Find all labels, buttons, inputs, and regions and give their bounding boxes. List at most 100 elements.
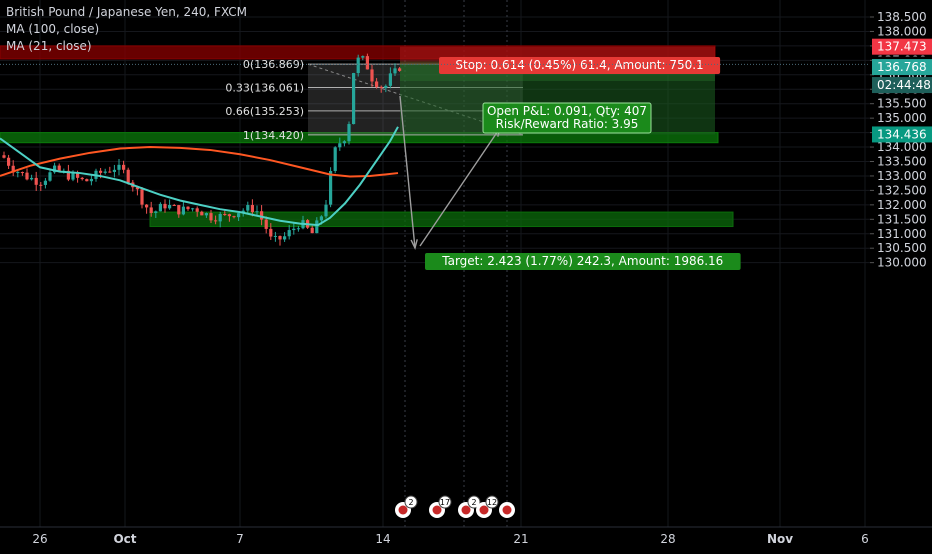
candle[interactable]	[195, 208, 199, 212]
candle[interactable]	[338, 143, 342, 148]
candle[interactable]	[388, 73, 392, 86]
candle[interactable]	[375, 81, 379, 87]
candle[interactable]	[168, 205, 172, 209]
candle[interactable]	[108, 171, 112, 173]
bar-countdown-badge[interactable]: 02:44:48	[872, 77, 932, 94]
candle[interactable]	[126, 169, 130, 183]
economic-event-marker[interactable]: 12	[476, 495, 499, 518]
candle[interactable]	[227, 214, 231, 217]
candle[interactable]	[2, 155, 6, 158]
candle[interactable]	[76, 173, 80, 178]
ma21-legend[interactable]: MA (21, close)	[6, 39, 92, 53]
candle[interactable]	[324, 204, 328, 217]
economic-event-marker[interactable]: 2	[458, 495, 481, 518]
candle[interactable]	[140, 189, 144, 205]
candle[interactable]	[158, 203, 162, 212]
candle[interactable]	[232, 216, 236, 218]
candle[interactable]	[379, 86, 383, 89]
candle[interactable]	[80, 177, 84, 180]
candle[interactable]	[356, 57, 360, 74]
economic-event-marker[interactable]: 17	[429, 495, 452, 518]
candle[interactable]	[264, 219, 268, 229]
candle[interactable]	[246, 205, 250, 211]
candle[interactable]	[163, 203, 167, 209]
candle[interactable]	[255, 211, 259, 213]
candle[interactable]	[260, 211, 264, 220]
target-price-badge[interactable]: 134.436	[872, 126, 932, 143]
economic-event-marker[interactable]: 2	[395, 495, 418, 518]
candle[interactable]	[352, 73, 356, 125]
candle[interactable]	[122, 164, 126, 170]
symbol-title[interactable]: British Pound / Japanese Yen, 240, FXCM	[6, 5, 248, 19]
candle[interactable]	[89, 178, 93, 182]
candle[interactable]	[20, 172, 24, 174]
stop-label[interactable]: Stop: 0.614 (0.45%) 61.4, Amount: 750.1	[439, 57, 721, 74]
candle[interactable]	[39, 184, 43, 186]
candle[interactable]	[154, 211, 158, 213]
candle[interactable]	[181, 206, 185, 215]
current-price-badge[interactable]: 136.768	[872, 59, 932, 76]
candle[interactable]	[135, 187, 139, 190]
candle[interactable]	[117, 164, 121, 170]
stop-price-badge[interactable]: 137.473	[872, 38, 932, 55]
candle[interactable]	[214, 220, 218, 222]
candle[interactable]	[172, 205, 176, 207]
candle[interactable]	[200, 211, 204, 216]
candle[interactable]	[370, 69, 374, 82]
ma21-line[interactable]	[0, 126, 399, 227]
candle[interactable]	[269, 228, 273, 237]
candle[interactable]	[204, 213, 208, 216]
candle[interactable]	[66, 170, 70, 180]
candle[interactable]	[43, 180, 47, 185]
candle[interactable]	[209, 213, 213, 221]
candle[interactable]	[287, 230, 291, 237]
candle[interactable]	[296, 228, 300, 230]
candle[interactable]	[273, 235, 277, 237]
candle[interactable]	[292, 228, 296, 231]
candle[interactable]	[347, 124, 351, 142]
candle[interactable]	[398, 68, 402, 71]
target-label[interactable]: Target: 2.423 (1.77%) 242.3, Amount: 198…	[425, 253, 741, 270]
candle[interactable]	[223, 213, 227, 215]
candle[interactable]	[71, 173, 75, 180]
candle[interactable]	[283, 236, 287, 240]
candle[interactable]	[145, 204, 149, 208]
candle[interactable]	[11, 165, 15, 173]
candle[interactable]	[7, 157, 11, 166]
candle[interactable]	[365, 56, 369, 70]
candle[interactable]	[149, 207, 153, 213]
candle[interactable]	[99, 170, 103, 173]
economic-event-marker[interactable]	[499, 502, 515, 518]
ma100-legend[interactable]: MA (100, close)	[6, 22, 100, 36]
candle[interactable]	[30, 177, 34, 180]
zone-support-upper[interactable]	[0, 132, 719, 144]
candle[interactable]	[384, 85, 388, 89]
candle[interactable]	[112, 169, 116, 172]
candle[interactable]	[237, 213, 241, 218]
candle[interactable]	[48, 172, 52, 181]
candle[interactable]	[329, 171, 333, 205]
candle[interactable]	[250, 205, 254, 213]
candle[interactable]	[34, 177, 38, 185]
candle[interactable]	[53, 165, 57, 173]
candle[interactable]	[315, 220, 319, 234]
candle[interactable]	[319, 216, 323, 221]
candle[interactable]	[177, 205, 181, 215]
candle[interactable]	[278, 235, 282, 240]
candle[interactable]	[342, 141, 346, 144]
candle[interactable]	[85, 179, 89, 182]
candle[interactable]	[57, 165, 61, 172]
candle[interactable]	[25, 172, 29, 180]
candle[interactable]	[361, 56, 365, 58]
candle[interactable]	[103, 171, 107, 173]
candle[interactable]	[333, 147, 337, 172]
candle[interactable]	[310, 227, 314, 234]
candle[interactable]	[191, 208, 195, 210]
candle[interactable]	[16, 172, 20, 174]
candle[interactable]	[218, 213, 222, 222]
candle[interactable]	[186, 206, 190, 210]
candle[interactable]	[393, 68, 397, 74]
